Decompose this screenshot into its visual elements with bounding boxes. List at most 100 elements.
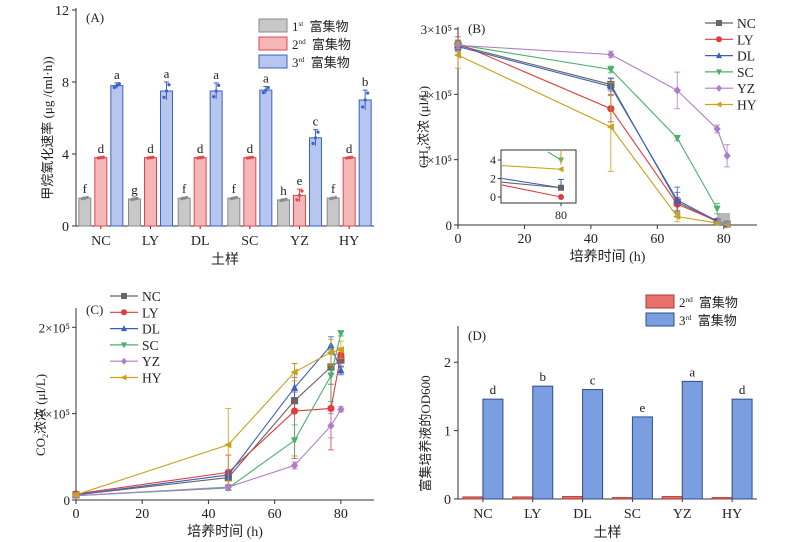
legend-label: NC [142, 289, 161, 304]
inset-series-line [501, 177, 562, 189]
y-tick-label: 0 [64, 493, 71, 508]
series-line [457, 42, 718, 222]
x-tick-label: LY [524, 507, 541, 522]
replicate-dot [234, 195, 238, 200]
marker-triangle-left [120, 374, 127, 381]
bar [94, 157, 108, 227]
legend: 1st 富集物 2nd 富集物 3rd 富集物 [258, 18, 351, 70]
legend-label: SC [142, 338, 159, 353]
replicate-dot [334, 195, 338, 200]
legend-label: SC [737, 65, 754, 80]
panel-label: (A) [86, 10, 104, 25]
marker-triangle-up [337, 366, 345, 374]
legend-label: YZ [737, 81, 755, 96]
series-line [75, 349, 342, 496]
marker-triangle-up [290, 383, 299, 391]
panel-label: (B) [468, 21, 485, 36]
x-tick-label: DL [191, 234, 210, 249]
x-axis-label: 培养时间 (h) [187, 524, 263, 540]
replicate-dot [329, 197, 333, 201]
replicate-dot [245, 156, 249, 160]
bar [462, 496, 484, 500]
bar [309, 137, 322, 227]
marker-diamond [327, 421, 335, 430]
x-tick-label: 40 [584, 232, 598, 247]
legend-label: NC [737, 16, 756, 31]
series-YZ [454, 41, 731, 168]
marker-diamond [337, 405, 345, 414]
replicate-dot [85, 195, 89, 200]
replicate-dot [201, 155, 205, 159]
inset-x-tick-label: 80 [555, 208, 567, 222]
y-tick-label: 1×10⁵ [421, 153, 452, 168]
replicate-dot [300, 189, 304, 193]
series-line [75, 354, 342, 495]
marker-diamond [121, 357, 127, 365]
bar [482, 398, 504, 500]
marker-triangle-left [557, 166, 564, 173]
x-tick-label: YZ [290, 234, 309, 249]
bar [661, 496, 683, 500]
replicate-dot [214, 89, 218, 93]
marker-triangle-down [607, 66, 615, 74]
significance-letter: g [131, 182, 138, 197]
panel-a: 0 4 8 12 (A) NC f d a LY g d a DL f d a SC f d a YZ he c HY f d b 土样… [40, 4, 374, 268]
replicate-dot [96, 156, 100, 160]
inset-series-line [501, 165, 562, 170]
x-tick-label: HY [339, 234, 359, 249]
marker-diamond [713, 124, 721, 134]
marker-circle [558, 194, 564, 200]
significance-letter: d [247, 141, 254, 156]
replicate-dot [313, 136, 318, 140]
marker-square [121, 293, 127, 299]
replicate-dot [196, 156, 200, 160]
marker-triangle-left [715, 101, 722, 108]
series-line [75, 344, 342, 496]
bar [78, 197, 92, 227]
replicate-dot [212, 95, 216, 99]
replicate-dot [347, 156, 351, 160]
x-tick-label: NC [473, 507, 492, 522]
legend-swatch [258, 36, 288, 51]
bar [193, 157, 207, 227]
y-tick-label: 3×10⁵ [421, 22, 452, 37]
replicate-dot [261, 91, 265, 95]
x-tick-label: SC [241, 234, 258, 249]
marker-triangle-left [606, 123, 614, 131]
marker-diamond [716, 84, 722, 92]
x-tick-label: 80 [717, 232, 731, 247]
replicate-dot [83, 196, 87, 200]
replicate-dot [311, 141, 315, 146]
significance-letter: d [739, 382, 746, 397]
significance-letter: c [590, 373, 596, 388]
series-line [457, 44, 718, 209]
replicate-dot [350, 155, 354, 159]
significance-letter: d [197, 141, 204, 156]
significance-letter: a [213, 67, 219, 82]
y-tick-label: 0 [62, 220, 69, 235]
marker-triangle-down [121, 342, 127, 349]
marker-triangle-left [673, 212, 681, 221]
replicate-dot [345, 156, 349, 160]
series-YZ [72, 405, 345, 500]
y-axis-label: 富集培养液的OD600 [418, 375, 433, 491]
y-tick-label: 4 [62, 148, 69, 163]
legend: 2nd 富集物 3rd 富集物 [645, 294, 738, 328]
bar [562, 496, 584, 500]
marker-triangle-left [453, 51, 462, 59]
replicate-dot [182, 196, 186, 200]
bar [277, 199, 290, 227]
bar [358, 99, 372, 227]
x-tick-label: YZ [673, 507, 692, 522]
legend-label: DL [142, 322, 160, 337]
replicate-dot [135, 196, 139, 200]
y-tick-label: 0 [444, 493, 451, 508]
x-axis-label: 土样 [211, 252, 239, 268]
series-LY [72, 347, 345, 498]
significance-letter: a [263, 71, 269, 86]
legend-swatch [258, 18, 288, 33]
panel-d: 0 1 2 (D) NC d LY b DL c SC e YZ a HY d 土样 富集培养液的OD600 2nd… [418, 294, 757, 541]
series-line [75, 333, 342, 497]
marker-triangle-down [327, 372, 335, 380]
bar [144, 157, 157, 227]
